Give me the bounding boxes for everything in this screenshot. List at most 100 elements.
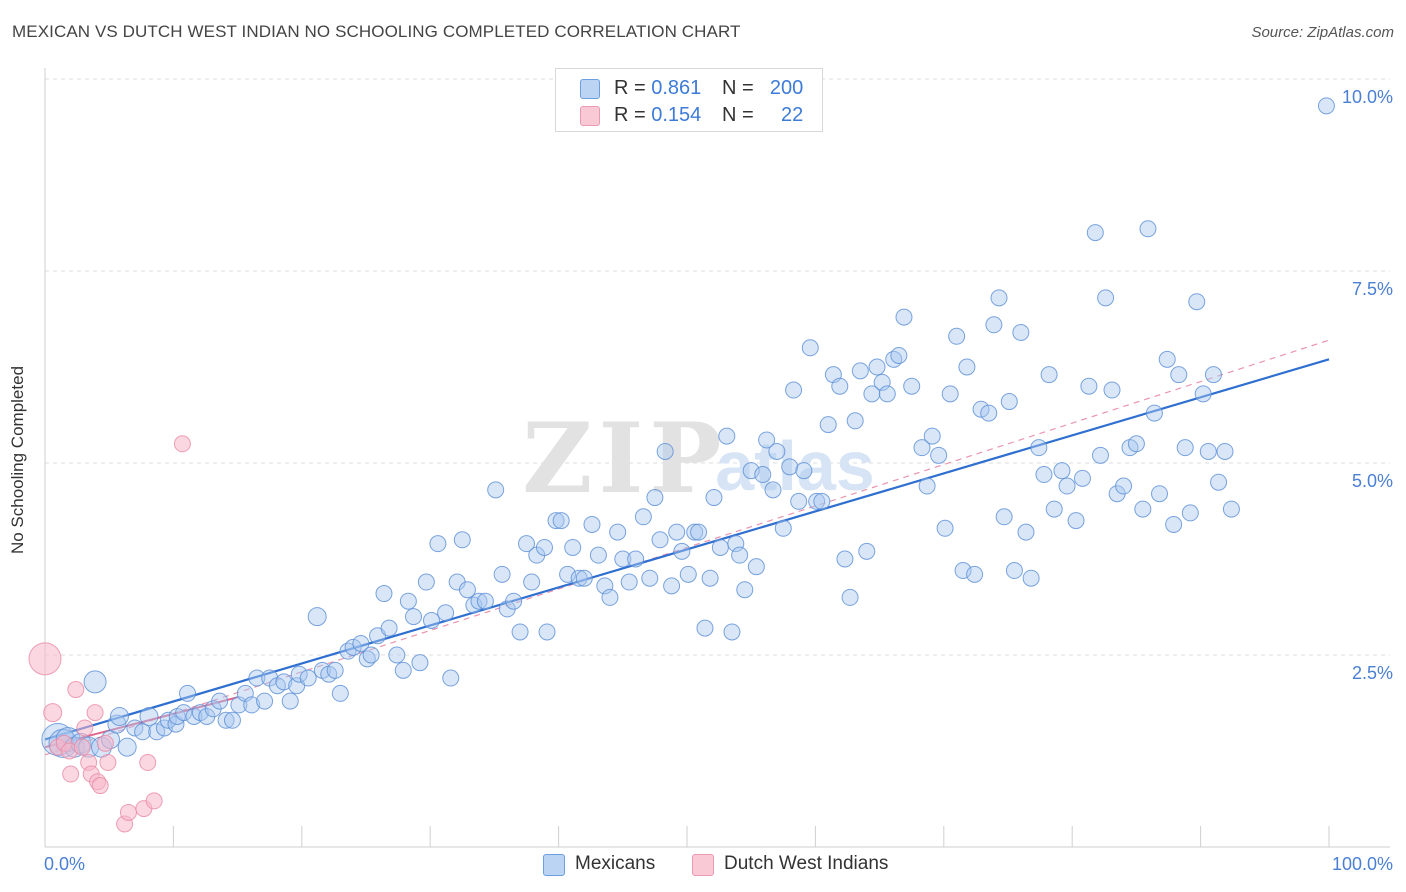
data-point	[437, 604, 455, 622]
data-point	[754, 466, 772, 484]
data-point	[91, 777, 109, 795]
data-point	[417, 573, 435, 591]
data-point	[1317, 97, 1335, 115]
data-point	[243, 696, 261, 714]
legend-row-mexicans: R = 0.861 N = 200	[556, 75, 822, 101]
data-point	[614, 550, 632, 568]
data-point	[1170, 366, 1188, 384]
legend-swatch-dutch-west-indians	[580, 106, 600, 126]
x-tick-label: 100.0%	[1332, 854, 1393, 874]
data-point	[1194, 385, 1212, 403]
data-point	[117, 737, 137, 757]
data-point	[819, 416, 837, 434]
legend-r-value: 0.861	[651, 77, 702, 99]
data-point	[764, 481, 782, 499]
legend-label-dutch-west-indians: Dutch West Indians	[724, 853, 889, 874]
data-point	[76, 719, 94, 737]
data-point	[768, 442, 786, 460]
legend-r-label: R =	[614, 77, 646, 99]
data-point	[290, 665, 308, 683]
data-point	[173, 435, 191, 453]
data-point	[442, 669, 460, 687]
data-point	[941, 385, 959, 403]
data-point	[476, 592, 494, 610]
data-point	[1080, 377, 1098, 395]
data-point	[179, 684, 197, 702]
points-dutch-west-indians	[28, 435, 191, 833]
data-point	[281, 692, 299, 710]
zipatlas-watermark: ZIP atlas	[522, 402, 874, 515]
data-point	[936, 519, 954, 537]
y-tick-label: 2.5%	[1352, 663, 1393, 683]
data-point	[1145, 404, 1163, 422]
data-point	[930, 446, 948, 464]
data-point	[1210, 473, 1228, 491]
data-point	[851, 362, 869, 380]
data-point	[718, 427, 736, 445]
data-point	[1127, 435, 1145, 453]
legend-n-label: N =	[722, 104, 754, 126]
data-point	[948, 327, 966, 345]
data-point	[307, 607, 327, 627]
data-point	[394, 661, 412, 679]
data-point	[1134, 500, 1152, 518]
data-point	[736, 581, 754, 599]
data-point	[1091, 446, 1109, 464]
legend-n-label: N =	[722, 77, 754, 99]
data-point	[139, 706, 159, 726]
grid-lines	[45, 78, 1390, 656]
data-point	[686, 523, 704, 541]
data-point	[411, 654, 429, 672]
data-point	[217, 711, 235, 729]
data-point	[627, 550, 645, 568]
data-point	[668, 523, 686, 541]
data-point	[511, 623, 529, 641]
data-point	[119, 803, 137, 821]
data-point	[1000, 393, 1018, 411]
data-point	[109, 706, 129, 726]
data-point	[696, 619, 714, 637]
data-point	[493, 565, 511, 583]
data-point	[28, 642, 62, 676]
data-point	[575, 569, 593, 587]
data-point	[518, 535, 535, 553]
data-point	[1086, 224, 1104, 242]
data-point	[1139, 220, 1157, 238]
y-tick-label: 5.0%	[1352, 471, 1393, 491]
data-point	[99, 754, 117, 772]
data-point	[1181, 504, 1199, 522]
data-point	[211, 692, 229, 710]
data-point	[453, 531, 471, 549]
data-point	[159, 711, 177, 729]
data-point	[1199, 442, 1217, 460]
data-point	[422, 611, 440, 629]
legend-n-value: 200	[769, 77, 804, 99]
data-point	[1073, 469, 1091, 487]
legend-swatch-mexicans	[580, 79, 600, 99]
data-point	[972, 400, 990, 418]
legend-r-label: R =	[614, 104, 646, 126]
data-point	[663, 577, 681, 595]
data-point	[256, 692, 274, 710]
data-point	[1040, 366, 1058, 384]
data-point	[690, 523, 708, 541]
data-point	[868, 358, 886, 376]
series-legend: Mexicans Dutch West Indians	[0, 852, 1406, 878]
data-point	[813, 492, 831, 510]
data-point	[1030, 439, 1048, 457]
data-point	[966, 565, 984, 583]
data-point	[83, 670, 107, 694]
data-point	[609, 523, 627, 541]
data-point	[747, 558, 765, 576]
x-tick-labels: 0.0% 100.0%	[44, 854, 1393, 874]
data-point	[380, 619, 398, 637]
data-point	[808, 492, 826, 510]
data-point	[429, 535, 447, 553]
data-point	[1067, 512, 1085, 530]
data-point	[223, 711, 241, 729]
data-point	[990, 289, 1008, 307]
legend-n: N = 200	[722, 77, 803, 100]
y-tick-label: 7.5%	[1352, 279, 1393, 299]
data-point	[583, 515, 601, 533]
data-point	[505, 592, 523, 610]
